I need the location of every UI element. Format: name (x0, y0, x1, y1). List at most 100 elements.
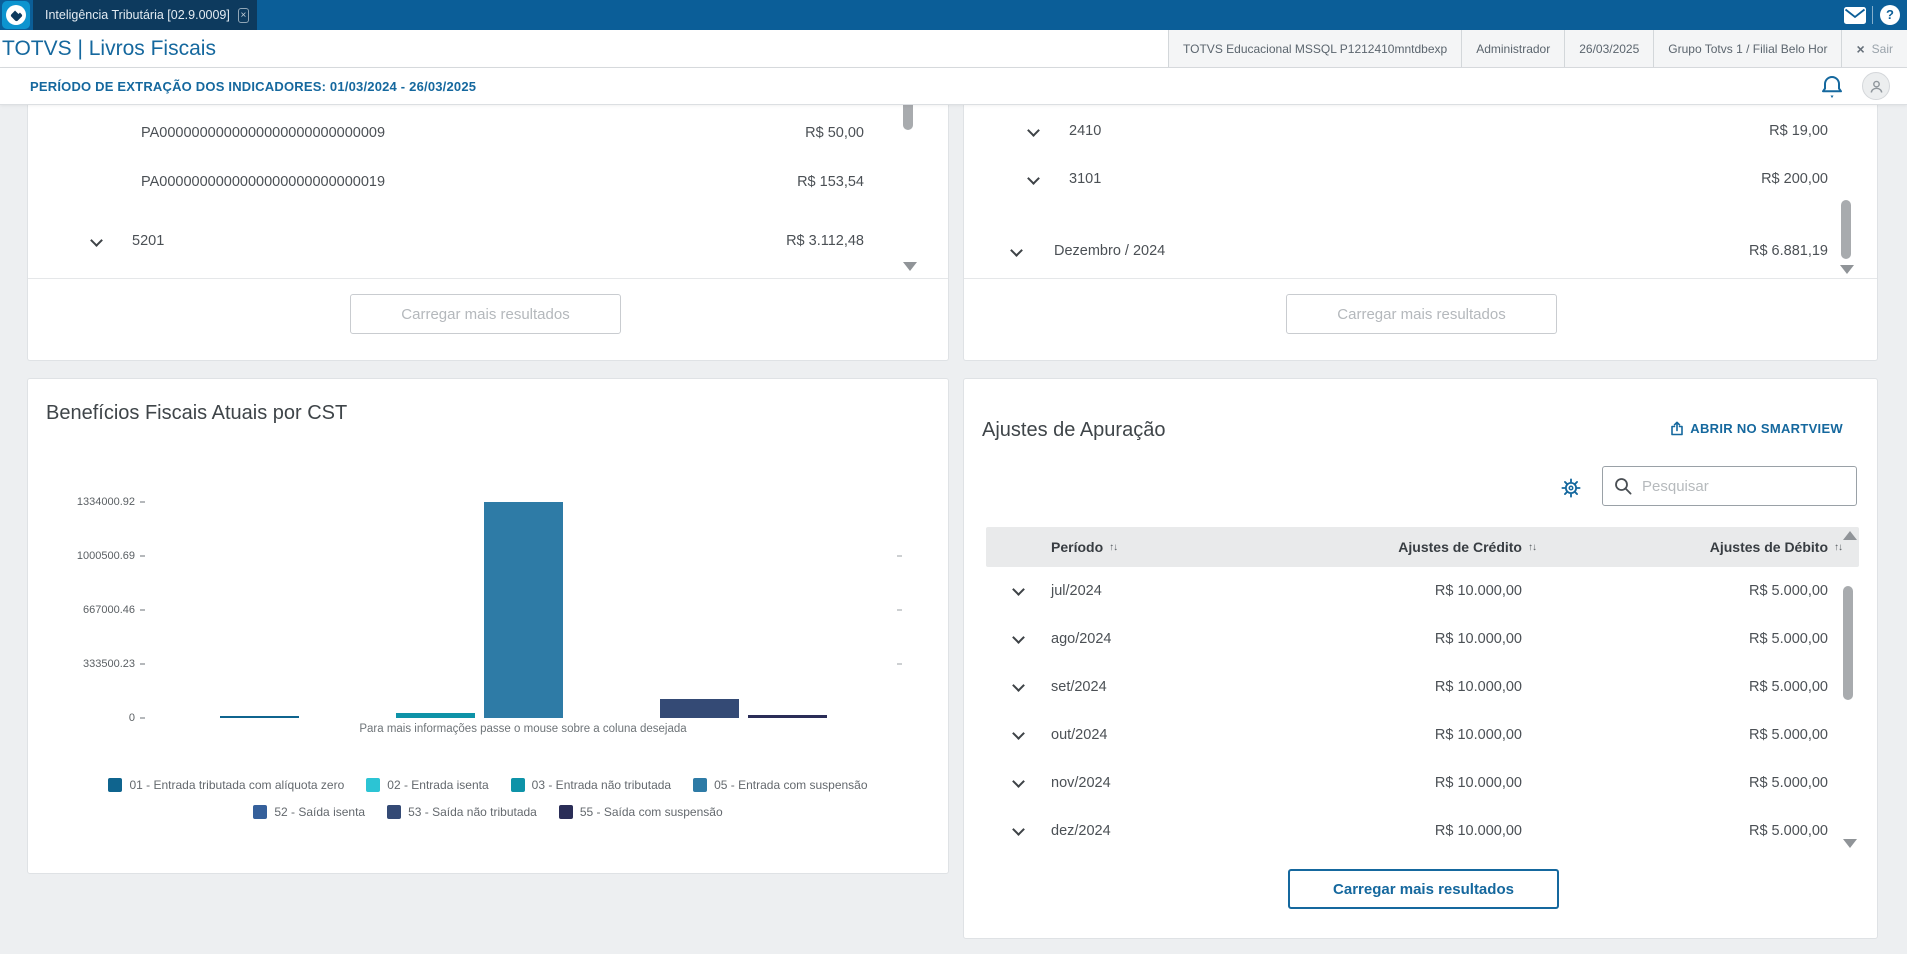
chevron-down-icon[interactable] (1009, 244, 1025, 260)
bar-55[interactable] (748, 715, 827, 718)
row-amount: R$ 153,54 (797, 174, 864, 190)
export-icon (1670, 421, 1684, 436)
period-cell: out/2024 (1051, 727, 1107, 743)
row-label: Dezembro / 2024 (1054, 243, 1165, 259)
table-row: dez/2024 R$ 10.000,00 R$ 5.000,00 (986, 807, 1859, 855)
chart-hover-hint: Para mais informações passe o mouse sobr… (323, 723, 723, 735)
column-header-1[interactable]: Ajustes de Crédito↑↓ (1398, 527, 1522, 567)
legend-swatch (511, 778, 525, 792)
topbar: Inteligência Tributária [02.9.0009] × ? (0, 0, 1907, 30)
load-more-button[interactable]: Carregar mais resultados (1286, 294, 1557, 334)
table-row: out/2024R$ 10.000,00R$ 5.000,00 (986, 711, 1859, 759)
y-axis-tick (140, 717, 145, 719)
chevron-down-icon[interactable] (1011, 775, 1027, 791)
period-cell: dez/2024 (1051, 823, 1111, 839)
sort-icon[interactable]: ↑↓ (1528, 542, 1536, 553)
period-cell: jul/2024 (1051, 583, 1102, 599)
session-segment-0: TOTVS Educacional MSSQL P1212410mntdbexp (1168, 30, 1461, 67)
credit-cell: R$ 10.000,00 (1435, 631, 1522, 647)
credit-cell: R$ 10.000,00 (1435, 679, 1522, 695)
scrollbar-thumb[interactable] (1843, 586, 1853, 700)
legend-label: 01 - Entrada tributada com alíquota zero (129, 778, 344, 792)
tab-close-icon[interactable]: × (238, 8, 249, 23)
debit-cell: R$ 5.000,00 (1749, 727, 1828, 743)
row-amount: R$ 3.112,48 (786, 233, 864, 249)
legend-swatch (693, 778, 707, 792)
y-axis-tick-label: 1334000.92 (28, 496, 135, 508)
y-axis-tick-label: 333500.23 (28, 658, 135, 670)
bar-53[interactable] (660, 699, 739, 718)
credit-cell: R$ 10.000,00 (1435, 583, 1522, 599)
period-cell: nov/2024 (1051, 775, 1111, 791)
y-axis-tick (140, 609, 145, 611)
scroll-down-icon[interactable] (1840, 265, 1854, 274)
chevron-down-icon[interactable] (1011, 631, 1027, 647)
app-tab[interactable]: Inteligência Tributária [02.9.0009] × (33, 0, 257, 30)
session-info-bar: TOTVS Educacional MSSQL P1212410mntdbexp… (1168, 30, 1907, 67)
list-divider (28, 278, 948, 279)
legend-item: 02 - Entrada isenta (366, 776, 488, 794)
help-icon[interactable]: ? (1873, 0, 1907, 30)
period-cell: set/2024 (1051, 679, 1107, 695)
chevron-down-icon[interactable] (1011, 727, 1027, 743)
debit-cell: R$ 5.000,00 (1749, 679, 1828, 695)
session-segment-2: 26/03/2025 (1564, 30, 1653, 67)
y-axis-right-tick (897, 663, 902, 665)
totvs-logo[interactable] (2, 1, 30, 29)
column-header-label: Ajustes de Débito (1710, 539, 1828, 555)
load-more-button[interactable]: Carregar mais resultados (1288, 869, 1559, 909)
search-input[interactable] (1642, 478, 1846, 495)
search-box (1602, 466, 1857, 506)
bar-01[interactable] (220, 716, 299, 718)
legend-item: 01 - Entrada tributada com alíquota zero (108, 776, 344, 794)
bar-03[interactable] (396, 713, 475, 718)
row-amount: R$ 200,00 (1761, 171, 1828, 187)
appbar: TOTVS | Livros Fiscais TOTVS Educacional… (0, 30, 1907, 68)
debit-cell: R$ 5.000,00 (1749, 775, 1828, 791)
y-axis-right-tick (897, 609, 902, 611)
bar-05[interactable] (484, 502, 563, 718)
scroll-down-icon[interactable] (903, 262, 917, 271)
session-segment-3: Grupo Totvs 1 / Filial Belo Hor (1653, 30, 1841, 67)
ajustes-table: Período↑↓Ajustes de Crédito↑↓Ajustes de … (986, 527, 1859, 855)
sort-icon[interactable]: ↑↓ (1109, 542, 1117, 553)
chevron-down-icon[interactable] (1011, 583, 1027, 599)
chevron-down-icon[interactable] (1011, 823, 1027, 839)
load-more-button[interactable]: Carregar mais resultados (350, 294, 621, 334)
smartview-label: ABRIR NO SMARTVIEW (1690, 421, 1843, 436)
column-header-0[interactable]: Período↑↓ (1051, 527, 1103, 567)
row-label: PA0000000000000000000000000019 (141, 174, 385, 190)
y-axis-tick (140, 663, 145, 665)
legend-swatch (387, 805, 401, 819)
panel-ajustes-apuracao: Ajustes de Apuração ABRIR NO SMARTVIEW P… (963, 378, 1878, 939)
ajustes-title: Ajustes de Apuração (982, 419, 1165, 442)
user-avatar[interactable] (1862, 72, 1890, 100)
mail-icon[interactable] (1838, 0, 1872, 30)
scroll-down-icon[interactable] (1843, 839, 1857, 848)
column-header-label: Período (1051, 539, 1103, 555)
chevron-down-icon[interactable] (89, 234, 105, 250)
row-amount: R$ 50,00 (805, 125, 864, 141)
scroll-up-icon[interactable] (1843, 531, 1857, 540)
column-header-2[interactable]: Ajustes de Débito↑↓ (1710, 527, 1828, 567)
list-divider (964, 278, 1877, 279)
row-label: 3101 (1069, 171, 1101, 187)
credit-cell: R$ 10.000,00 (1435, 823, 1522, 839)
open-smartview-link[interactable]: ABRIR NO SMARTVIEW (1670, 421, 1843, 436)
legend-item: 55 - Saída com suspensão (559, 803, 723, 821)
sort-icon[interactable]: ↑↓ (1834, 542, 1842, 553)
notifications-bell-icon[interactable] (1820, 74, 1844, 105)
panel-beneficios-chart: Benefícios Fiscais Atuais por CST 033350… (27, 378, 949, 874)
y-axis-tick-label: 0 (28, 712, 135, 724)
logout-button[interactable]: × Sair (1841, 30, 1907, 67)
settings-gear-icon[interactable] (1560, 477, 1582, 504)
extraction-period-label: PERÍODO DE EXTRAÇÃO DOS INDICADORES: 01/… (30, 68, 476, 105)
tree-row: PA0000000000000000000000000019 R$ 153,54 (28, 172, 950, 196)
debit-cell: R$ 5.000,00 (1749, 823, 1828, 839)
chevron-down-icon[interactable] (1026, 124, 1042, 140)
chevron-down-icon[interactable] (1011, 679, 1027, 695)
chevron-down-icon[interactable] (1026, 172, 1042, 188)
logout-label: Sair (1872, 42, 1893, 56)
legend-item: 53 - Saída não tributada (387, 803, 537, 821)
legend-label: 02 - Entrada isenta (387, 778, 488, 792)
